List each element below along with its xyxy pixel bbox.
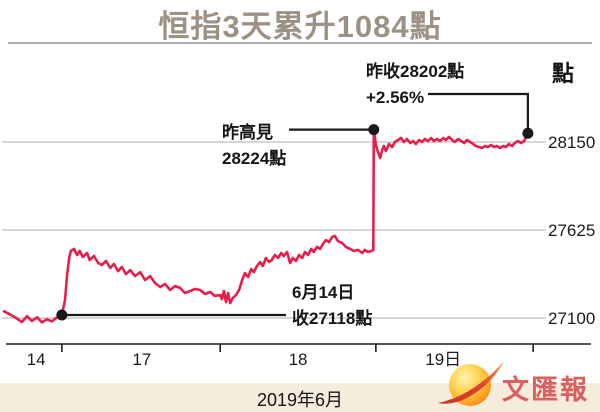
annotation-prev-close-line1: 昨收28202點 (366, 62, 465, 81)
annotation-prev-close: 昨收28202點 +2.56% (366, 59, 464, 111)
annotation-jun14-close-line1: 6月14日 (292, 283, 355, 302)
marker-dot-close-0614 (56, 309, 68, 321)
wenweipo-sun-icon (438, 361, 504, 406)
annotation-jun14-close-line2: 收27118點 (292, 309, 373, 328)
y-tick-label: 28150 (548, 133, 595, 152)
annotation-prev-high: 昨高見 28224點 (222, 120, 286, 172)
x-tick-label: 18 (289, 350, 308, 369)
x-tick-label: 14 (27, 350, 46, 369)
annotation-prev-close-line2: +2.56% (366, 88, 425, 107)
title-divider (8, 42, 592, 44)
x-tick-label: 19日 (425, 350, 461, 369)
footer-strip (0, 383, 600, 412)
annotation-prev-high-line1: 昨高見 (222, 123, 273, 142)
marker-dot-close-prev (522, 127, 534, 139)
y-tick-label: 27100 (548, 309, 595, 328)
brand-name: 文匯報 (502, 375, 589, 405)
y-tick-label: 27625 (548, 221, 595, 240)
connector-prev-close (428, 92, 529, 134)
annotation-prev-high-line2: 28224點 (222, 149, 287, 168)
x-tick-label: 17 (132, 350, 151, 369)
price-line (2, 128, 530, 324)
chart-title: 恒指3天累升1084點 (158, 9, 442, 44)
chart-period-label: 2019年6月 (256, 390, 344, 410)
annotation-jun14-close: 6月14日 收27118點 (292, 280, 372, 332)
marker-dot-high-prev (368, 124, 380, 136)
y-axis-unit-label: 點 (552, 61, 575, 86)
brand-logo: 文匯報 (436, 357, 600, 412)
